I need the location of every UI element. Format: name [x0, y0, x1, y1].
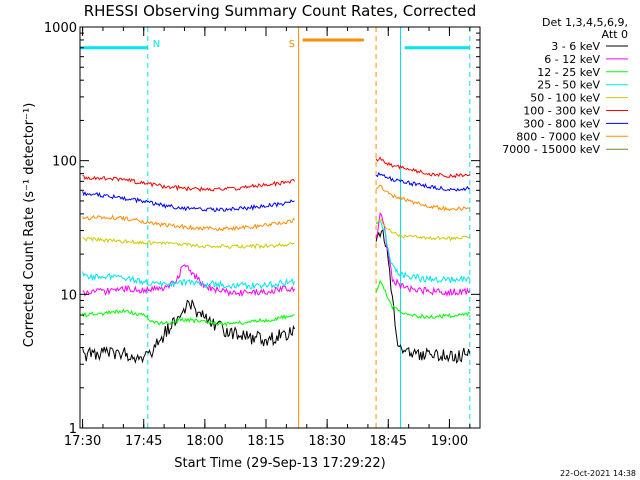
- series-line: [82, 271, 295, 290]
- y-tick-label: 100: [52, 155, 77, 170]
- series-line: [82, 264, 295, 297]
- x-tick-label: 19:00: [431, 434, 468, 449]
- x-tick-label: 17:45: [125, 434, 162, 449]
- legend-label: 800 - 7000 keV: [516, 130, 600, 143]
- x-axis-label: Start Time (29-Sep-13 17:29:22): [174, 456, 385, 471]
- legend-label: 50 - 100 keV: [530, 92, 600, 105]
- flag-letter: N: [153, 39, 160, 50]
- series-line: [375, 220, 471, 284]
- y-tick-label: 10: [60, 288, 77, 303]
- footer-timestamp: 22-Oct-2021 14:38: [560, 469, 636, 478]
- legend-header-line: Att 0: [602, 28, 628, 41]
- chart-title: RHESSI Observing Summary Count Rates, Co…: [84, 2, 477, 20]
- x-tick-label: 18:15: [247, 434, 284, 449]
- series-line: [375, 228, 471, 364]
- legend-header: Det 1,3,4,5,6,9,Att 0: [542, 16, 628, 41]
- x-tick-label: 18:30: [308, 434, 345, 449]
- plot-frame: [79, 26, 481, 429]
- y-tick-label: 1000: [44, 21, 77, 36]
- series-line: [82, 174, 295, 193]
- series-line: [82, 236, 295, 250]
- x-tick-label: 17:30: [64, 434, 101, 449]
- legend-label: 6 - 12 keV: [544, 53, 600, 66]
- legend-label: 25 - 50 keV: [537, 79, 600, 92]
- series-line: [82, 308, 295, 327]
- series-line: [82, 191, 295, 212]
- legend-label: 3 - 6 keV: [551, 40, 600, 53]
- legend-label: 12 - 25 keV: [537, 66, 600, 79]
- series-line: [375, 212, 471, 297]
- legend-label: 7000 - 15000 keV: [502, 143, 600, 156]
- axes: 17:30 17:45 18:00 18:15 18:30 18:45 19:00 1 10 10…: [44, 21, 481, 449]
- series-line: [375, 171, 470, 192]
- series-line: [82, 299, 295, 365]
- flag-letter: S: [289, 39, 295, 50]
- series-line: [375, 184, 470, 212]
- legend-label: 100 - 300 keV: [523, 105, 600, 118]
- legend-label: 300 - 800 keV: [523, 117, 600, 130]
- y-axis-label: Corrected Count Rate (s⁻¹ detector⁻¹): [22, 103, 37, 348]
- x-tick-label: 18:45: [370, 434, 407, 449]
- series-line: [375, 156, 471, 179]
- series-line: [375, 218, 470, 242]
- series-line: [82, 214, 295, 232]
- x-tick-label: 18:00: [186, 434, 223, 449]
- series-line: [375, 279, 471, 320]
- legend-header-line: Det 1,3,4,5,6,9,: [542, 16, 628, 29]
- y-tick-label: 1: [69, 422, 77, 437]
